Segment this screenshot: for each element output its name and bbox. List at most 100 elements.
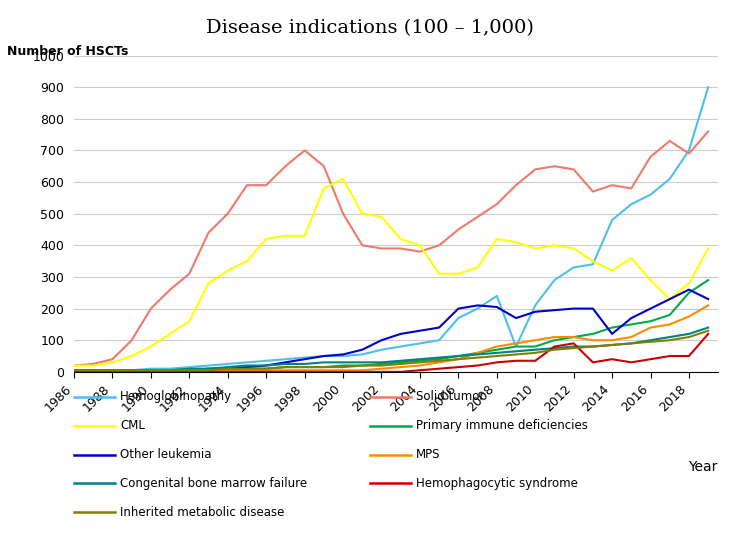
Congenital bone marrow failure — [339, 359, 348, 366]
Other leukemia — [204, 365, 213, 372]
Inherited metabolic disease — [377, 362, 386, 369]
Hemoglobinopathy — [300, 354, 309, 361]
Inherited metabolic disease — [550, 346, 559, 353]
Other leukemia — [223, 365, 232, 372]
Hemophagocytic syndrome — [665, 353, 674, 360]
Primary immune deficiencies — [684, 290, 693, 296]
MPS — [665, 321, 674, 327]
CML — [127, 353, 136, 360]
Solid tumor — [473, 214, 482, 220]
Hemoglobinopathy — [684, 147, 693, 154]
CML — [608, 268, 616, 274]
Solid tumor — [204, 229, 213, 236]
Line: Hemoglobinopathy: Hemoglobinopathy — [74, 87, 708, 370]
Primary immune deficiencies — [166, 367, 175, 374]
Hemoglobinopathy — [243, 359, 252, 366]
Solid tumor — [281, 163, 290, 170]
CML — [358, 210, 367, 217]
CML — [665, 296, 674, 302]
Congenital bone marrow failure — [608, 342, 616, 349]
Other leukemia — [358, 346, 367, 353]
Inherited metabolic disease — [185, 367, 194, 374]
Primary immune deficiencies — [281, 364, 290, 370]
CML — [377, 214, 386, 220]
CML — [473, 264, 482, 271]
CML — [531, 245, 539, 252]
Hemoglobinopathy — [646, 191, 655, 198]
Inherited metabolic disease — [320, 364, 329, 370]
Primary immune deficiencies — [492, 346, 501, 353]
Inherited metabolic disease — [627, 340, 636, 347]
Congenital bone marrow failure — [396, 357, 405, 364]
CML — [243, 258, 252, 265]
Congenital bone marrow failure — [434, 354, 443, 361]
CML — [704, 245, 713, 252]
Inherited metabolic disease — [608, 342, 616, 349]
Other leukemia — [108, 367, 117, 374]
Inherited metabolic disease — [492, 353, 501, 360]
Line: Hemophagocytic syndrome: Hemophagocytic syndrome — [74, 334, 708, 372]
Solid tumor — [127, 337, 136, 344]
Congenital bone marrow failure — [415, 356, 424, 362]
Text: MPS: MPS — [416, 448, 440, 461]
Congenital bone marrow failure — [262, 362, 271, 369]
Primary immune deficiencies — [396, 359, 405, 366]
Other leukemia — [339, 351, 348, 358]
Other leukemia — [127, 367, 136, 374]
MPS — [550, 334, 559, 340]
MPS — [511, 340, 520, 347]
Primary immune deficiencies — [204, 367, 213, 374]
Hemoglobinopathy — [569, 264, 578, 271]
Inherited metabolic disease — [127, 367, 136, 374]
Hemophagocytic syndrome — [531, 357, 539, 364]
Primary immune deficiencies — [147, 367, 155, 374]
Other leukemia — [704, 296, 713, 302]
Other leukemia — [511, 315, 520, 321]
CML — [70, 362, 78, 369]
MPS — [569, 334, 578, 340]
Solid tumor — [569, 166, 578, 173]
Hemoglobinopathy — [665, 175, 674, 182]
Other leukemia — [627, 315, 636, 321]
Congenital bone marrow failure — [473, 351, 482, 358]
Solid tumor — [454, 226, 462, 233]
Solid tumor — [608, 182, 616, 189]
Hemoglobinopathy — [454, 315, 462, 321]
Primary immune deficiencies — [89, 367, 98, 374]
CML — [185, 318, 194, 325]
Hemoglobinopathy — [108, 367, 117, 374]
Line: CML: CML — [74, 179, 708, 366]
Primary immune deficiencies — [320, 364, 329, 370]
Other leukemia — [646, 305, 655, 312]
Hemophagocytic syndrome — [204, 369, 213, 375]
Primary immune deficiencies — [608, 324, 616, 331]
Other leukemia — [70, 367, 78, 374]
Other leukemia — [665, 296, 674, 302]
CML — [684, 280, 693, 286]
Solid tumor — [243, 182, 252, 189]
Primary immune deficiencies — [108, 367, 117, 374]
CML — [147, 343, 155, 350]
Inherited metabolic disease — [415, 359, 424, 366]
Hemophagocytic syndrome — [704, 331, 713, 337]
Other leukemia — [434, 324, 443, 331]
Hemoglobinopathy — [396, 343, 405, 350]
Hemophagocytic syndrome — [147, 369, 155, 375]
Congenital bone marrow failure — [185, 365, 194, 372]
Congenital bone marrow failure — [665, 334, 674, 340]
Solid tumor — [300, 147, 309, 154]
Solid tumor — [704, 128, 713, 135]
Hemophagocytic syndrome — [627, 359, 636, 366]
Solid tumor — [89, 361, 98, 367]
Hemoglobinopathy — [704, 84, 713, 90]
Other leukemia — [377, 337, 386, 344]
CML — [339, 175, 348, 182]
Primary immune deficiencies — [454, 353, 462, 360]
Hemophagocytic syndrome — [320, 369, 329, 375]
CML — [204, 280, 213, 286]
Inherited metabolic disease — [70, 367, 78, 374]
MPS — [704, 302, 713, 309]
Hemoglobinopathy — [281, 356, 290, 362]
Hemophagocytic syndrome — [300, 369, 309, 375]
Inherited metabolic disease — [223, 365, 232, 372]
